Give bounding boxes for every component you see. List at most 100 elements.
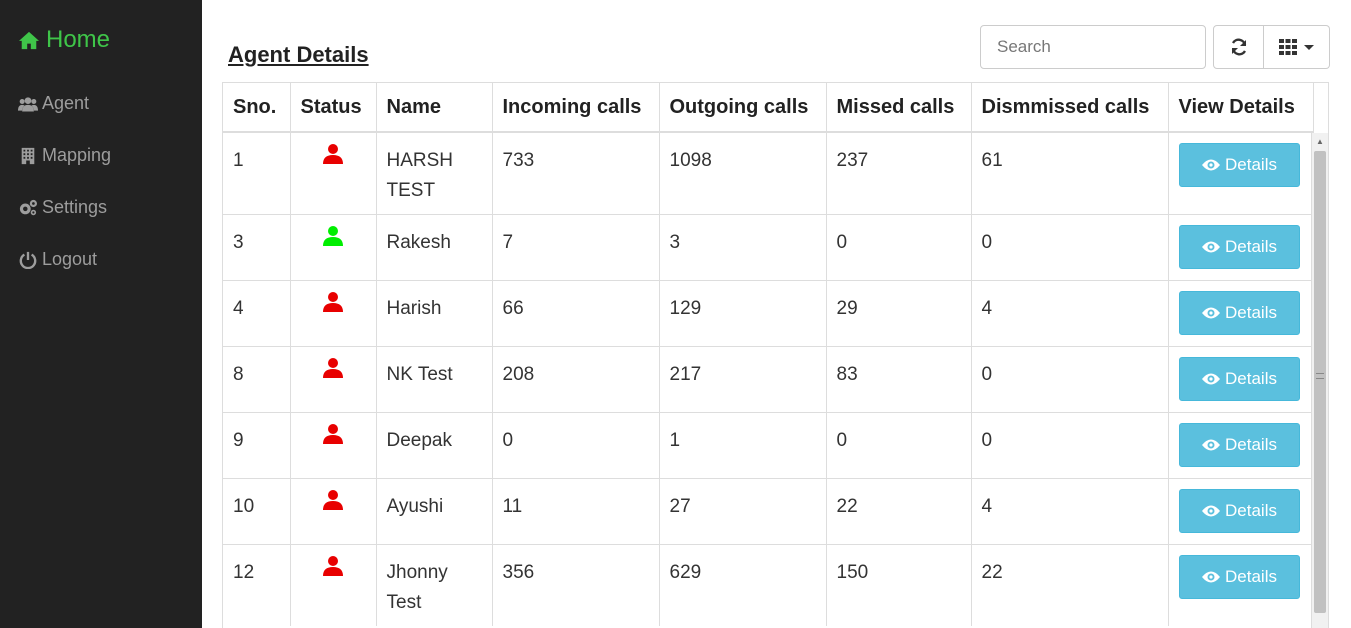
cell-name: Rakesh	[376, 213, 493, 280]
user-status-icon	[323, 489, 343, 510]
user-status-icon	[323, 144, 343, 164]
details-button-label: Details	[1225, 500, 1277, 520]
scroll-up-arrow-icon[interactable]: ▲	[1316, 136, 1324, 146]
cell-dismissed: 22	[971, 543, 1169, 626]
header-incoming[interactable]: Incoming calls	[492, 83, 660, 133]
eye-icon	[1202, 373, 1221, 384]
user-status-icon	[323, 225, 343, 246]
sidebar-item-logout[interactable]: Logout	[18, 249, 97, 270]
table-row: 12 Jhonny Test 356 629 150 22 Details	[223, 543, 1314, 626]
cell-status	[290, 411, 377, 478]
cell-missed: 0	[826, 213, 972, 280]
header-sno[interactable]: Sno.	[223, 83, 291, 133]
eye-icon	[1202, 159, 1221, 171]
eye-icon	[1202, 505, 1221, 516]
caret-down-icon	[1303, 45, 1314, 50]
building-icon	[21, 147, 35, 164]
details-button[interactable]: Details	[1178, 422, 1300, 467]
cell-missed: 0	[826, 411, 972, 478]
cell-status	[290, 543, 377, 626]
cell-outgoing: 1098	[659, 131, 827, 214]
sidebar-item-label: Settings	[42, 197, 108, 217]
cell-incoming: 11	[492, 477, 660, 544]
details-button[interactable]: Details	[1178, 488, 1300, 533]
cell-outgoing: 129	[659, 279, 827, 346]
cell-view-details: Details	[1168, 543, 1314, 626]
sidebar-item-label: Agent	[42, 93, 90, 113]
table-row: 9 Deepak 0 1 0 0 Details	[223, 411, 1314, 478]
cell-dismissed: 61	[971, 131, 1169, 214]
cell-status	[290, 213, 377, 280]
sidebar-item-settings[interactable]: Settings	[18, 197, 107, 218]
details-button[interactable]: Details	[1178, 143, 1300, 187]
search-input[interactable]	[980, 25, 1206, 69]
cell-sno: 9	[223, 411, 291, 478]
cell-name: NK Test	[376, 345, 493, 412]
cell-sno: 4	[223, 279, 291, 346]
header-status[interactable]: Status	[290, 83, 377, 133]
cell-incoming: 208	[492, 345, 660, 412]
table-body: 1 HARSH TEST 733 1098 237 61 Details 3 Rakesh 7 3 0…	[223, 131, 1314, 626]
table-header-row: Sno. Status Name Incoming calls Outgoing cal…	[223, 83, 1314, 133]
sidebar-item-mapping[interactable]: Mapping	[18, 145, 111, 166]
cell-outgoing: 3	[659, 213, 827, 280]
cell-view-details: Details	[1168, 345, 1314, 412]
user-status-icon	[323, 357, 343, 378]
user-status-icon	[323, 555, 343, 576]
cell-missed: 150	[826, 543, 972, 626]
cell-incoming: 733	[492, 131, 660, 214]
header-outgoing[interactable]: Outgoing calls	[659, 83, 827, 133]
cell-missed: 29	[826, 279, 972, 346]
header-missed[interactable]: Missed calls	[826, 83, 972, 133]
eye-icon	[1202, 439, 1221, 450]
header-name[interactable]: Name	[376, 83, 493, 133]
eye-icon	[1202, 307, 1221, 318]
scroll-thumb[interactable]	[1314, 151, 1326, 613]
details-button[interactable]: Details	[1178, 356, 1300, 401]
refresh-icon	[1231, 38, 1246, 56]
users-icon	[18, 96, 38, 111]
sidebar-item-label: Logout	[42, 249, 98, 269]
cell-view-details: Details	[1168, 213, 1314, 280]
cell-status	[290, 279, 377, 346]
columns-toggle-button[interactable]	[1264, 25, 1330, 69]
cell-dismissed: 0	[971, 345, 1169, 412]
table-scrollbar[interactable]: ▲	[1311, 133, 1328, 628]
header-dismissed[interactable]: Dismmissed calls	[971, 83, 1169, 133]
details-button[interactable]: Details	[1178, 290, 1300, 335]
details-button[interactable]: Details	[1178, 224, 1300, 269]
cell-missed: 83	[826, 345, 972, 412]
details-button-label: Details	[1225, 155, 1277, 174]
agent-table: Sno. Status Name Incoming calls Outgoing cal…	[223, 83, 1314, 626]
agent-table-container: Sno. Status Name Incoming calls Outgoing cal…	[222, 82, 1329, 628]
home-link[interactable]: Home	[18, 26, 110, 54]
cell-outgoing: 27	[659, 477, 827, 544]
cell-name: HARSH TEST	[376, 131, 493, 214]
details-button-label: Details	[1225, 434, 1277, 454]
details-button-label: Details	[1225, 368, 1277, 388]
cell-dismissed: 4	[971, 279, 1169, 346]
cell-view-details: Details	[1168, 477, 1314, 544]
cell-status	[290, 131, 377, 214]
sidebar-item-label: Mapping	[42, 145, 112, 165]
details-button[interactable]: Details	[1178, 554, 1300, 599]
cell-incoming: 66	[492, 279, 660, 346]
refresh-button[interactable]	[1213, 25, 1264, 69]
sidebar: Home Agent Mapping Settings Logout	[0, 0, 202, 628]
header-view-details[interactable]: View Details	[1168, 83, 1314, 133]
details-button-label: Details	[1225, 302, 1277, 322]
details-button-label: Details	[1225, 236, 1277, 256]
cell-name: Jhonny Test	[376, 543, 493, 626]
home-label: Home	[46, 26, 111, 53]
table-row: 4 Harish 66 129 29 4 Details	[223, 279, 1314, 346]
eye-icon	[1202, 571, 1221, 582]
cell-incoming: 356	[492, 543, 660, 626]
cell-name: Deepak	[376, 411, 493, 478]
sidebar-item-agent[interactable]: Agent	[18, 93, 89, 114]
cell-sno: 12	[223, 543, 291, 626]
page-title: Agent Details	[228, 42, 369, 67]
eye-icon	[1202, 241, 1221, 252]
cell-sno: 1	[223, 131, 291, 214]
cell-incoming: 0	[492, 411, 660, 478]
